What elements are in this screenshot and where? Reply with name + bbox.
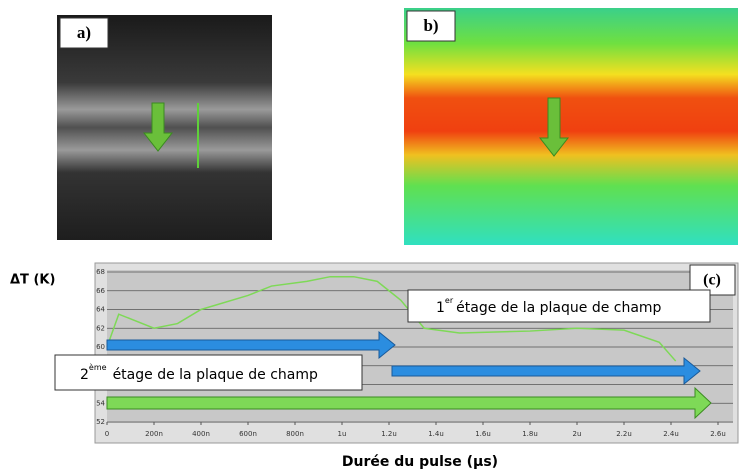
panel-label: b) bbox=[423, 16, 438, 35]
x-tick-label: 2u bbox=[573, 430, 582, 438]
annotation-text: étage de la plaque de champ bbox=[113, 367, 318, 383]
panel-a: a) bbox=[57, 15, 272, 240]
annotation-number: 2 bbox=[80, 367, 89, 383]
panel-label: a) bbox=[77, 23, 91, 42]
x-tick-label: 0 bbox=[105, 430, 109, 438]
x-tick-label: 400n bbox=[192, 430, 210, 438]
overlay: (c) 1er étage de la plaque de champ 2ème é… bbox=[10, 264, 736, 470]
panel-b: b) bbox=[404, 8, 738, 245]
x-tick-label: 1.8u bbox=[522, 430, 538, 438]
panel-label: (c) bbox=[703, 272, 721, 289]
annotation-text: étage de la plaque de champ bbox=[456, 300, 661, 316]
x-tick-label: 2.6u bbox=[710, 430, 726, 438]
x-tick-label: 200n bbox=[145, 430, 163, 438]
y-tick-label: 62 bbox=[96, 324, 105, 332]
y-axis-title: ΔT (K) bbox=[10, 273, 55, 288]
y-tick-label: 64 bbox=[96, 306, 105, 314]
y-tick-label: 66 bbox=[96, 287, 105, 295]
y-tick-label: 52 bbox=[96, 418, 105, 426]
line bbox=[106, 275, 677, 362]
x-tick-label: 2.4u bbox=[663, 430, 679, 438]
x-tick-label: 800n bbox=[286, 430, 304, 438]
y-tick-label: 54 bbox=[96, 399, 105, 407]
x-tick-label: 600n bbox=[239, 430, 257, 438]
x-tick-label: 1.4u bbox=[428, 430, 444, 438]
x-tick-label: 1.2u bbox=[381, 430, 397, 438]
annotation-sup: ème bbox=[89, 362, 107, 372]
annotation-sup: er bbox=[445, 296, 454, 305]
x-tick-label: 1u bbox=[338, 430, 347, 438]
x-axis-title: Durée du pulse (µs) bbox=[342, 454, 498, 470]
annotation: 1er étage de la plaque de champ bbox=[436, 296, 662, 317]
x-tick-label: 1.6u bbox=[475, 430, 491, 438]
annotation-number: 1 bbox=[436, 300, 445, 316]
y-tick-label: 68 bbox=[96, 268, 105, 276]
y-tick-label: 60 bbox=[96, 343, 105, 351]
annotation: 2ème étage de la plaque de champ bbox=[80, 362, 318, 384]
x-tick-label: 2.2u bbox=[616, 430, 632, 438]
